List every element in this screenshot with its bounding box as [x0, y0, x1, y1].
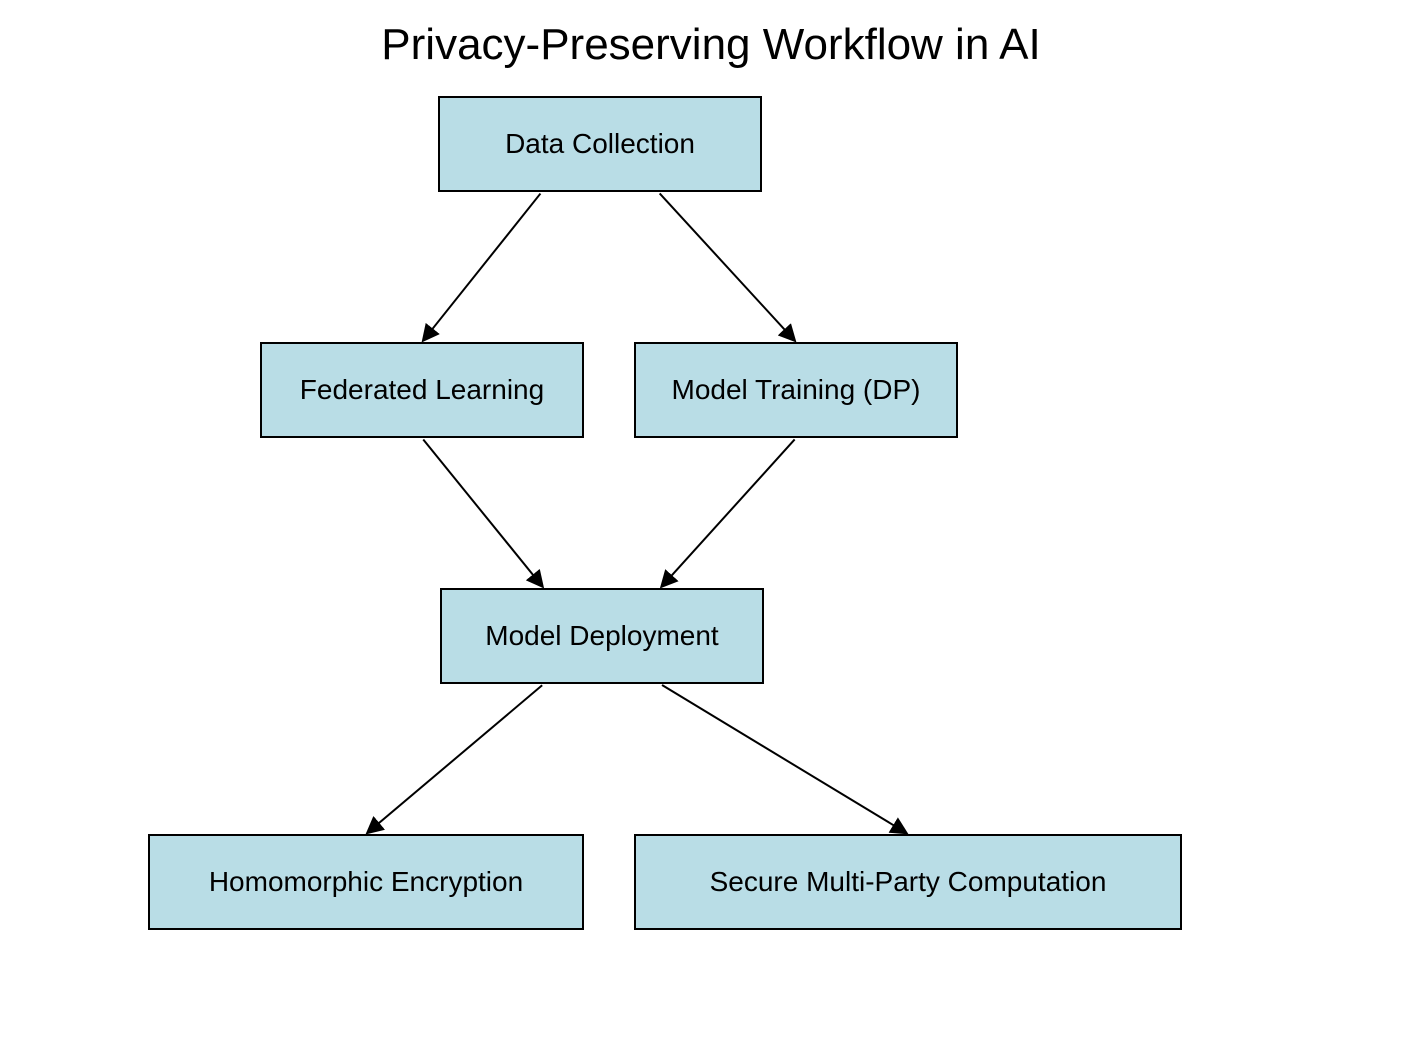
flowchart-canvas: Privacy-Preserving Workflow in AI Data C… — [0, 0, 1422, 1046]
node-label: Homomorphic Encryption — [209, 866, 523, 898]
node-label: Data Collection — [505, 128, 695, 160]
node-secure-mpc: Secure Multi-Party Computation — [634, 834, 1182, 930]
node-federated-learning: Federated Learning — [260, 342, 584, 438]
node-data-collection: Data Collection — [438, 96, 762, 192]
edge-federated-learning-to-model-deployment — [423, 440, 542, 587]
edge-model-deployment-to-homomorphic-encryption — [368, 685, 543, 832]
node-label: Federated Learning — [300, 374, 544, 406]
diagram-title: Privacy-Preserving Workflow in AI — [0, 20, 1422, 70]
node-label: Model Deployment — [485, 620, 718, 652]
node-model-training-dp: Model Training (DP) — [634, 342, 958, 438]
node-label: Secure Multi-Party Computation — [710, 866, 1107, 898]
node-label: Model Training (DP) — [672, 374, 921, 406]
edge-model-training-dp-to-model-deployment — [662, 439, 795, 586]
edge-data-collection-to-model-training-dp — [660, 193, 795, 340]
edge-data-collection-to-federated-learning — [423, 194, 540, 341]
edge-model-deployment-to-secure-mpc — [662, 685, 906, 833]
node-homomorphic-encryption: Homomorphic Encryption — [148, 834, 584, 930]
node-model-deployment: Model Deployment — [440, 588, 764, 684]
